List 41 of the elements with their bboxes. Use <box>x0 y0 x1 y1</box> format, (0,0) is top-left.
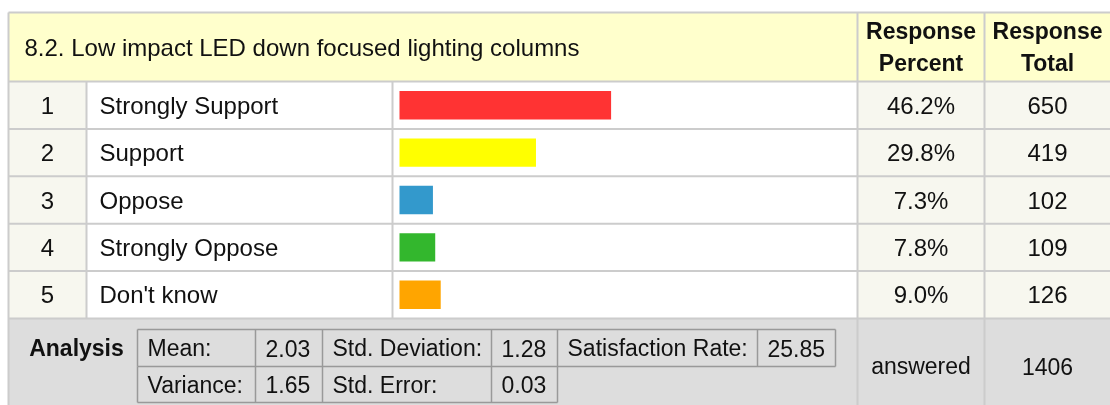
text: 1.28 <box>501 335 547 362</box>
text: 0.03 <box>501 372 547 398</box>
text: 1406 <box>1021 353 1074 380</box>
data-label: 7.3% <box>893 186 949 214</box>
text: 419 <box>1027 139 1068 167</box>
text: Analysis <box>29 335 124 361</box>
text: 109 <box>1027 233 1068 261</box>
data-label: 46.2% <box>886 91 956 119</box>
y-tick-label: Strongly Oppose <box>99 233 279 261</box>
text: Mean: <box>147 335 212 361</box>
y-tick-label: Strongly Support <box>99 91 279 119</box>
text: 126 <box>1027 281 1068 309</box>
data-label: 9.0% <box>893 281 949 309</box>
y-tick-label: Don't know <box>99 281 219 309</box>
text: Satisfaction Rate: <box>567 335 748 361</box>
text: 1 <box>40 91 55 119</box>
text: Variance: <box>147 371 243 398</box>
data-label: 29.8% <box>886 139 956 167</box>
chart-title: 8.2. Low impact LED down focused lighting columns <box>24 33 580 61</box>
text: answered <box>871 353 971 379</box>
text: 1.65 <box>265 372 311 398</box>
text: 2 <box>40 139 55 167</box>
text: 3 <box>40 186 55 214</box>
y-tick-label: Oppose <box>99 186 184 214</box>
text: Std. Deviation: <box>332 335 483 361</box>
text: Response Percent <box>866 18 976 76</box>
text: 5 <box>40 281 55 309</box>
text: 102 <box>1027 186 1068 214</box>
text: Std. Error: <box>332 371 438 398</box>
text: 25.85 <box>767 335 826 362</box>
y-tick-label: Support <box>99 139 184 167</box>
bar <box>399 233 436 262</box>
bar <box>399 185 433 215</box>
text: 650 <box>1027 91 1068 119</box>
text: Response Total <box>992 18 1103 76</box>
bar <box>399 280 441 310</box>
bar <box>399 138 536 167</box>
text: 4 <box>40 233 55 261</box>
data-label: 7.8% <box>893 233 949 261</box>
text: 2.03 <box>265 335 311 362</box>
bar <box>399 90 612 120</box>
